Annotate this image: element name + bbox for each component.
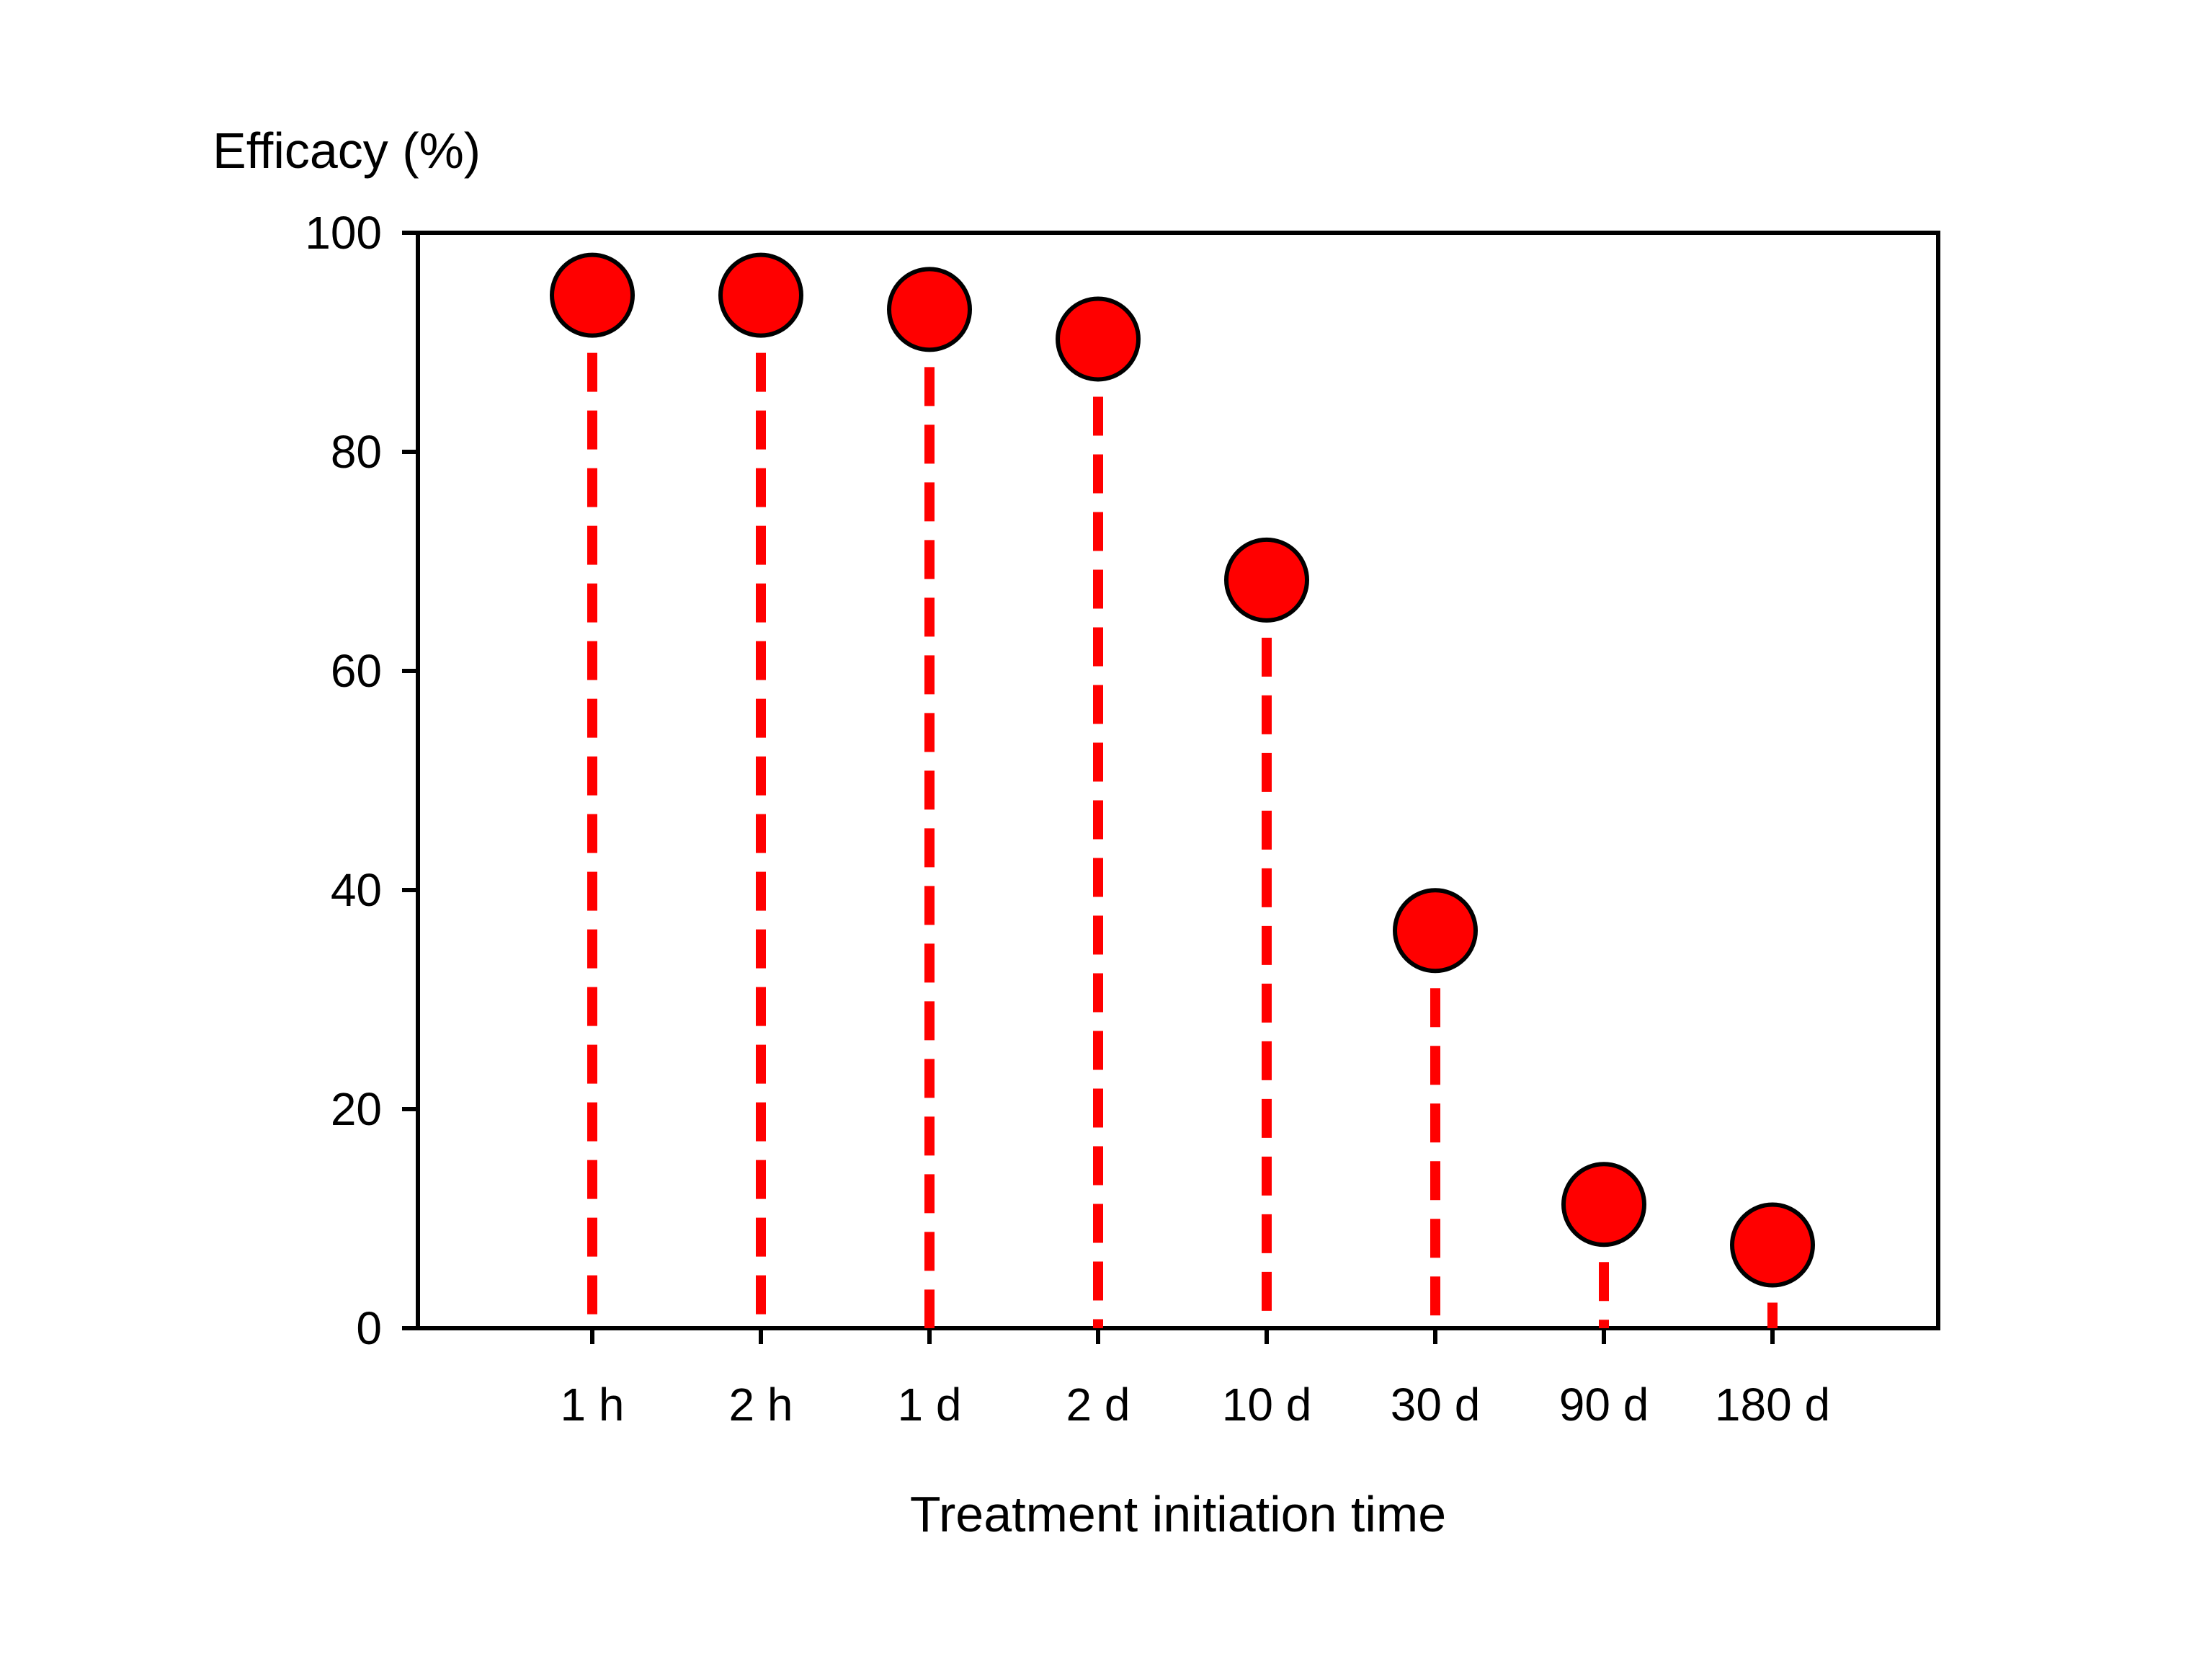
x-tick-label: 1 d <box>898 1379 962 1431</box>
data-points <box>550 252 1815 1288</box>
x-tick-label: 180 d <box>1715 1379 1830 1431</box>
data-point <box>887 267 972 352</box>
y-axis: 0 20 40 60 80 100 <box>305 207 418 1354</box>
x-axis: 1 h 2 h 1 d 2 d 10 d 30 d 90 d 180 d <box>561 1328 1830 1431</box>
y-tick-label: 60 <box>331 645 382 697</box>
x-tick-label: 1 h <box>561 1379 625 1431</box>
x-axis-title: Treatment initiation time <box>910 1486 1446 1542</box>
y-axis-title: Efficacy (%) <box>213 123 481 179</box>
x-tick-label: 90 d <box>1559 1379 1649 1431</box>
data-point <box>550 252 635 338</box>
x-tick-label: 30 d <box>1391 1379 1481 1431</box>
x-tick-label: 2 d <box>1066 1379 1130 1431</box>
y-tick-label: 100 <box>305 207 382 259</box>
data-point <box>1730 1202 1815 1288</box>
data-point <box>1393 888 1478 974</box>
y-tick-label: 80 <box>331 426 382 478</box>
y-tick-label: 20 <box>331 1083 382 1135</box>
plot-frame <box>416 231 1940 1330</box>
data-point <box>1561 1162 1646 1247</box>
data-point <box>1224 537 1309 623</box>
x-tick-label: 2 h <box>729 1379 793 1431</box>
data-point <box>1056 296 1141 382</box>
data-point <box>718 252 803 338</box>
x-tick-label: 10 d <box>1222 1379 1312 1431</box>
y-tick-label: 40 <box>331 864 382 916</box>
y-tick-label: 0 <box>356 1302 382 1354</box>
